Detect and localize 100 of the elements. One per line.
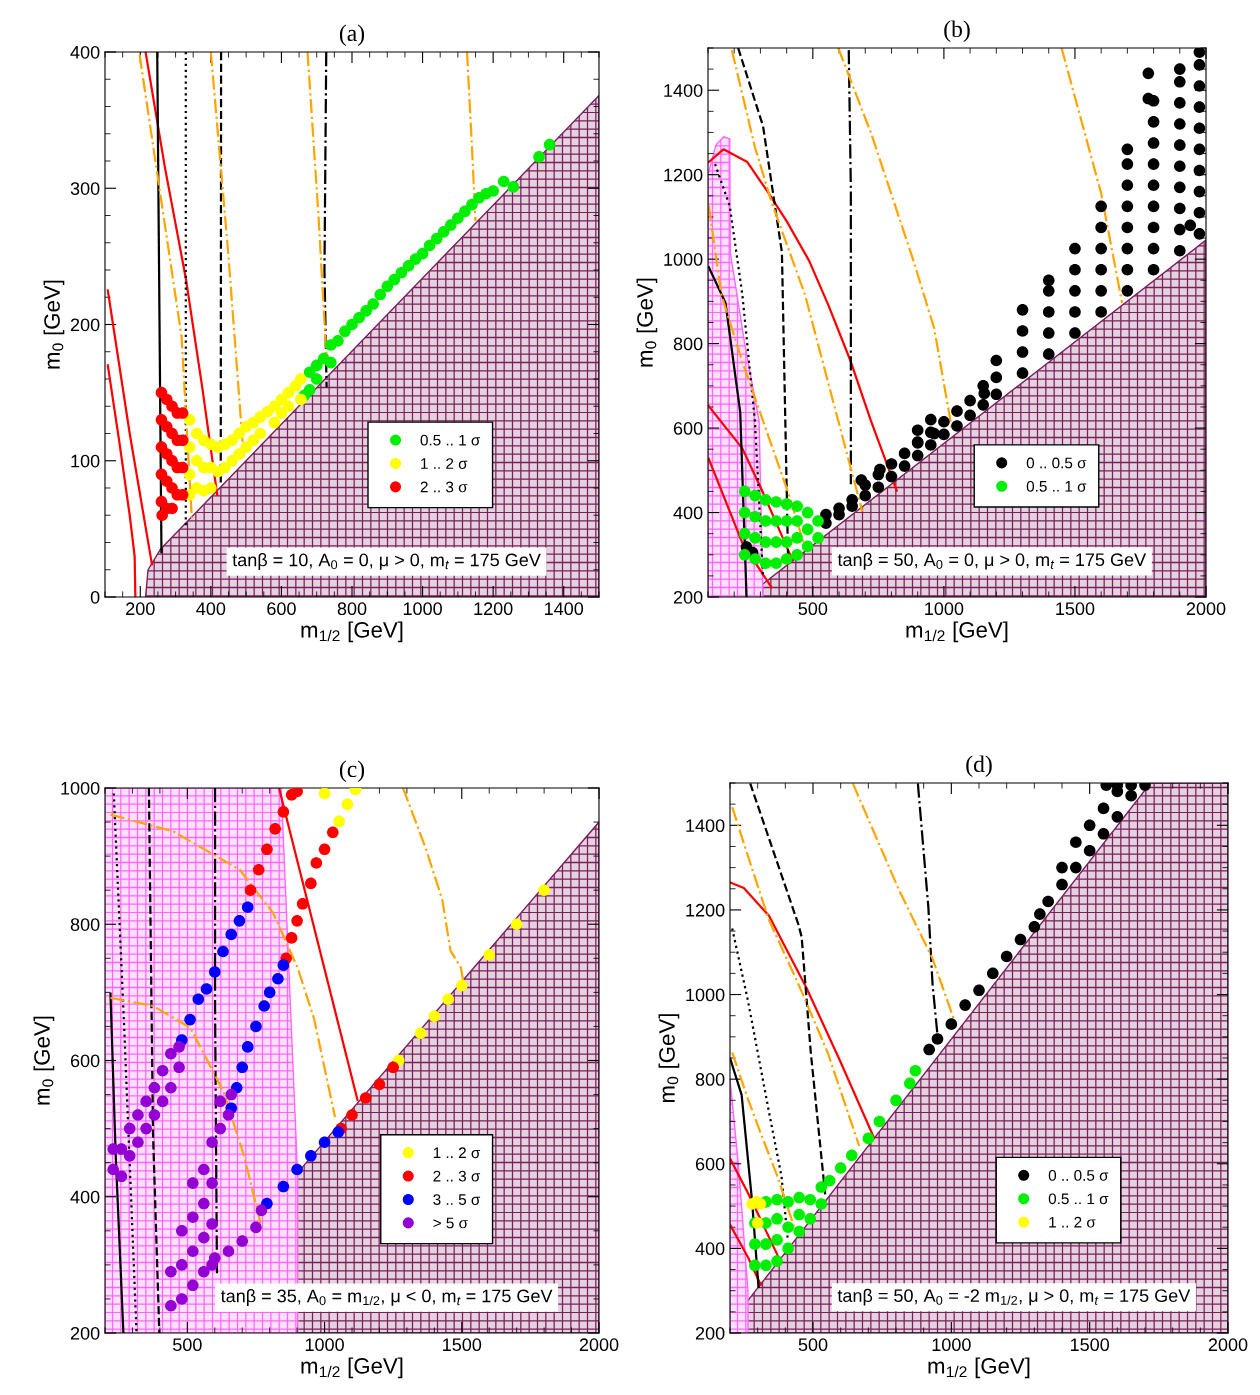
- point: [749, 1238, 761, 1250]
- point: [959, 999, 971, 1011]
- point: [165, 1265, 177, 1278]
- point: [782, 1221, 794, 1234]
- point: [291, 788, 303, 798]
- point: [845, 1149, 858, 1162]
- y-tick-label: 1000: [686, 988, 725, 1002]
- line-series: [730, 49, 864, 513]
- x-tick-label: 500: [798, 1338, 828, 1352]
- point: [793, 1225, 805, 1238]
- point: [533, 151, 545, 163]
- point: [346, 1109, 358, 1121]
- point: [1042, 895, 1054, 908]
- x-tick-label: 1500: [1056, 602, 1095, 616]
- point: [812, 515, 824, 527]
- point: [197, 1231, 210, 1244]
- y-tick-label: 400: [695, 1242, 725, 1256]
- point: [945, 1018, 958, 1030]
- point: [749, 510, 761, 523]
- point: [909, 1064, 922, 1077]
- point: [1111, 811, 1124, 823]
- point: [738, 485, 751, 498]
- point: [214, 1122, 227, 1135]
- point: [414, 1027, 427, 1040]
- point: [140, 1095, 152, 1108]
- point: [295, 393, 307, 406]
- point: [1000, 950, 1013, 963]
- point: [226, 434, 238, 447]
- point: [923, 1043, 936, 1056]
- annotation: tanβ = 50, A$_{0}$ = 0, μ > 0, m$_{t}$ = 175 GeV: [837, 552, 1147, 570]
- point: [132, 1109, 144, 1121]
- point: [738, 548, 751, 561]
- point: [107, 1163, 120, 1176]
- point: [444, 219, 457, 231]
- point: [140, 1122, 152, 1135]
- point: [862, 1132, 875, 1145]
- point: [285, 932, 298, 944]
- point: [310, 857, 323, 869]
- point: [973, 984, 985, 997]
- point: [771, 1212, 783, 1225]
- point: [749, 1259, 761, 1272]
- point: [183, 441, 196, 453]
- point: [197, 1163, 210, 1176]
- point: [206, 1136, 218, 1149]
- point: [255, 1204, 268, 1217]
- point: [184, 1013, 196, 1026]
- point: [250, 1020, 262, 1033]
- point: [466, 198, 478, 211]
- point: [931, 1033, 944, 1045]
- point: [760, 1238, 772, 1250]
- point: [1028, 921, 1041, 933]
- x-axis-title: m$_{1/2}$ [GeV]: [301, 1357, 403, 1379]
- chart-title: (c): [339, 760, 365, 782]
- y-tick-label: 1200: [664, 168, 703, 182]
- point: [793, 1208, 805, 1221]
- point: [452, 212, 464, 225]
- point: [804, 1193, 817, 1206]
- point: [791, 548, 803, 561]
- point: [148, 1081, 161, 1094]
- point: [543, 138, 556, 151]
- point: [801, 523, 814, 536]
- point: [780, 515, 793, 527]
- point: [1056, 861, 1068, 874]
- point: [770, 515, 782, 527]
- point: [812, 532, 824, 544]
- point: [165, 1047, 177, 1060]
- point: [310, 359, 323, 372]
- y-tick-label: 200: [695, 1326, 725, 1340]
- point: [190, 427, 203, 440]
- x-axis-title: m$_{1/2}$ [GeV]: [301, 621, 403, 643]
- point: [333, 815, 345, 828]
- point: [834, 1162, 847, 1174]
- point: [244, 884, 257, 896]
- point: [295, 373, 307, 385]
- point: [325, 356, 337, 369]
- chart-title: (b): [944, 20, 970, 42]
- line-series: [106, 364, 137, 597]
- x-axis-title: m$_{1/2}$ [GeV]: [906, 621, 1008, 643]
- point: [387, 1061, 399, 1074]
- y-axis-title: m$_{0}$ [GeV]: [658, 1014, 680, 1103]
- point: [305, 877, 317, 890]
- x-tick-label: 800: [337, 602, 367, 616]
- y-tick-label: 400: [70, 1190, 100, 1204]
- point: [483, 949, 496, 961]
- point: [318, 843, 331, 856]
- point: [173, 1041, 185, 1053]
- point: [873, 1115, 886, 1128]
- annotation: tanβ = 50, A$_{0}$ = -2 m$_{1/2}$, μ > 0, m$_{t}$ = 175 GeV: [837, 1288, 1191, 1306]
- point: [176, 1293, 188, 1305]
- point: [222, 1109, 235, 1121]
- point: [459, 205, 471, 218]
- point: [303, 384, 316, 396]
- point: [296, 898, 309, 910]
- point: [176, 1225, 188, 1237]
- y-axis-title: m$_{0}$ [GeV]: [43, 280, 65, 369]
- y-tick-label: 800: [695, 1073, 725, 1086]
- y-axis-title: m$_{0}$ [GeV]: [33, 1016, 55, 1105]
- point: [187, 1211, 199, 1223]
- point: [780, 553, 793, 565]
- y-tick-label: 100: [71, 454, 100, 468]
